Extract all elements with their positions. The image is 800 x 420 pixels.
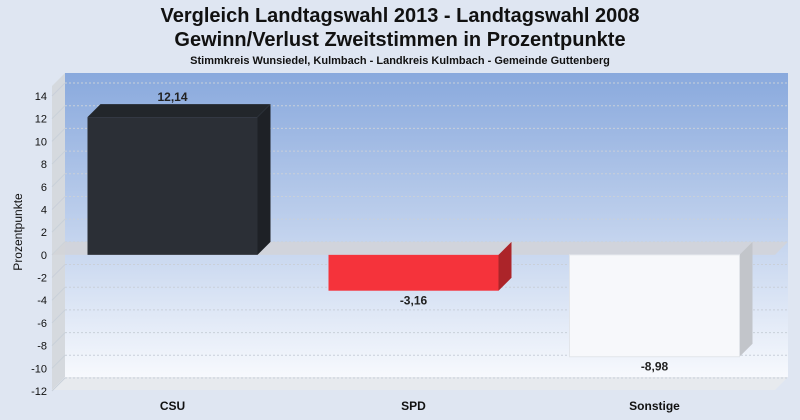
grid-line	[51, 105, 66, 120]
y-tick-label: 6	[41, 182, 47, 194]
data-label: -8,98	[641, 360, 669, 374]
grid-line	[51, 286, 66, 301]
y-tick-label: 0	[41, 250, 47, 262]
bar-front	[328, 254, 499, 291]
chart-subtitle: Gewinn/Verlust Zweitstimmen in Prozentpu…	[174, 29, 626, 51]
grid-line	[51, 332, 66, 346]
chart-title: Vergleich Landtagswahl 2013 - Landtagswa…	[160, 5, 640, 27]
y-tick-label: -4	[37, 295, 47, 307]
y-tick-label: -8	[37, 341, 47, 353]
grid-line	[51, 196, 66, 210]
grid-line	[51, 218, 66, 233]
y-tick-label: 12	[35, 114, 47, 126]
y-tick-label: 2	[41, 227, 47, 239]
bar-top	[87, 104, 271, 118]
bar-front	[87, 117, 258, 255]
bar-spd	[328, 241, 512, 291]
data-label: -3,16	[400, 294, 428, 308]
y-tick-label: -6	[37, 318, 47, 330]
grid-line	[51, 128, 66, 142]
bar-sonstige	[569, 241, 753, 358]
grid-line	[51, 173, 66, 188]
data-label: 12,14	[157, 90, 187, 104]
grid-line	[51, 354, 66, 369]
grid-line	[51, 150, 66, 165]
grid-line	[51, 264, 66, 278]
plot-side-wall	[52, 73, 65, 390]
grid-line	[51, 377, 66, 392]
bar-side	[257, 104, 271, 255]
x-category-labels: CSU SPD Sonstige	[160, 399, 680, 413]
data-labels: 12,14 -3,16 -8,98	[157, 90, 668, 374]
category-label: CSU	[160, 399, 185, 413]
y-axis-label: Prozentpunkte	[11, 193, 25, 271]
bar-front	[569, 254, 740, 358]
bar-side	[498, 241, 512, 291]
bars	[87, 104, 753, 358]
y-tick-label: 14	[35, 91, 47, 103]
plot-floor	[52, 377, 788, 390]
y-tick-label: -10	[31, 363, 47, 375]
y-tick-label: -2	[37, 273, 47, 285]
y-tick-label: 4	[41, 204, 47, 216]
category-label: Sonstige	[629, 399, 680, 413]
grid-line	[51, 309, 66, 324]
y-tick-label: 8	[41, 159, 47, 171]
y-tick-labels: 14 12 10 8 6 4 2 0 -2 -4 -6 -8 -10 -12	[31, 91, 47, 398]
grid-line	[51, 82, 66, 97]
y-tick-label: -12	[31, 386, 47, 398]
category-label: SPD	[401, 399, 426, 413]
bar-csu	[87, 104, 271, 255]
chart-caption: Stimmkreis Wunsiedel, Kulmbach - Landkre…	[190, 55, 610, 67]
y-tick-label: 10	[35, 136, 47, 148]
bar-side	[739, 241, 753, 357]
